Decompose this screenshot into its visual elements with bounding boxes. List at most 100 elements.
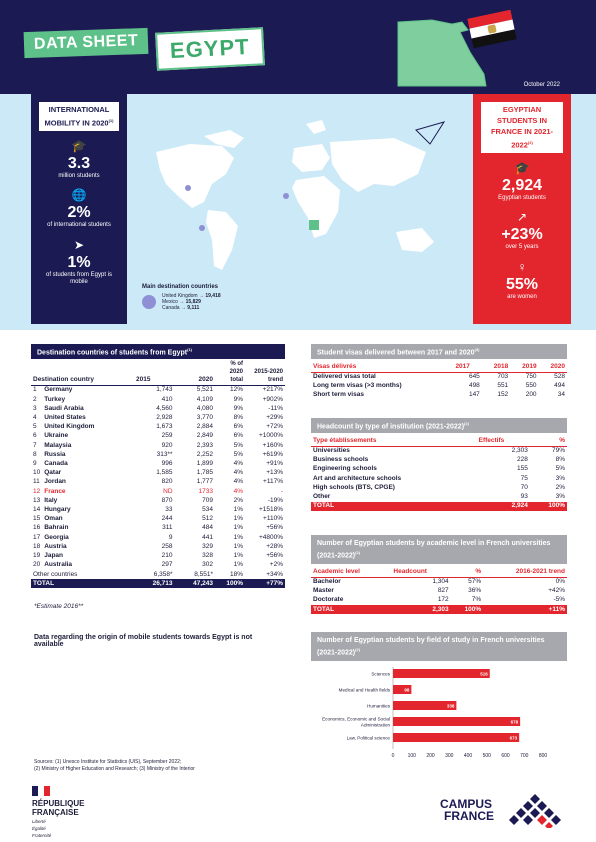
table-cell: 996	[161, 460, 173, 468]
table-row: High schools (BTS, CPGE) 70 2%	[311, 483, 567, 492]
category-label: Humanities	[367, 704, 391, 709]
stat-label: over 5 years	[505, 244, 539, 250]
table-cell: 36%	[468, 587, 482, 595]
x-tick-label: 500	[483, 753, 492, 759]
table-cell: +902%	[262, 395, 283, 403]
table-cell: Oman	[44, 515, 63, 523]
table-cell: 6%	[233, 432, 243, 440]
x-tick-label: 600	[501, 753, 510, 759]
table-cell: 920	[161, 441, 173, 449]
table-cell: 57%	[468, 578, 482, 586]
table-cell: 1%	[233, 542, 243, 550]
table-row: 4 United States 2,928 3,770 8% +29%	[31, 414, 285, 423]
table-cell: 210	[161, 552, 173, 560]
bar	[393, 717, 521, 727]
map-dot-uk	[283, 193, 289, 199]
bar-value-label: 673	[510, 736, 518, 741]
table-cell: Italy	[44, 496, 58, 504]
table-cell: Malaysia	[44, 441, 72, 449]
table-cell: Bahrain	[44, 524, 69, 532]
table-cell: 34	[557, 391, 565, 399]
table-row: Engineering schools 155 5%	[311, 465, 567, 474]
table-cell: 3%	[555, 474, 565, 482]
table-cell: 18	[33, 542, 41, 550]
table-cell: +4800%	[258, 533, 283, 541]
table-cell: 1%	[233, 533, 243, 541]
table-row: TOTAL 2,303 100% +11%	[311, 605, 567, 615]
table-row: Doctorate 172 7% -5%	[311, 596, 567, 605]
table-cell: +42%	[548, 587, 565, 595]
table-cell: -19%	[267, 496, 283, 504]
table-cell: Other	[313, 493, 331, 501]
table-cell: Saudi Arabia	[44, 404, 84, 412]
table-cell: Hungary	[44, 506, 71, 514]
data-sheet-label: DATA SHEET	[23, 27, 149, 59]
x-tick-label: 300	[445, 753, 454, 759]
table-cell: 1%	[233, 506, 243, 514]
table-cell: Universities	[313, 447, 350, 455]
table-cell: +110%	[263, 515, 283, 523]
table-cell: ND	[163, 487, 173, 495]
table-cell: TOTAL	[31, 579, 135, 589]
table-cell: 12	[33, 487, 41, 495]
bar-value-label: 338	[447, 704, 455, 709]
table-cell: Engineering schools	[313, 465, 377, 473]
table-row: 20 Australia 297 302 1% +2%	[31, 561, 285, 570]
table-cell: 4,560	[156, 404, 173, 412]
headcount-section: Headcount by type of institution (2021-2…	[311, 418, 567, 511]
table-cell: 93	[520, 493, 528, 501]
headcount-table-body: Universities 2,303 79% Business schools 228 8…	[311, 446, 567, 511]
table-cell: 1,304	[432, 578, 449, 586]
bar-value-label: 678	[511, 720, 519, 725]
table-header-row: Visas délivrés 2017 2018 2019 2020	[311, 362, 567, 373]
category-label: Law, Political science	[347, 736, 391, 741]
table-cell: 6	[33, 432, 37, 440]
table-cell: +91%	[266, 460, 283, 468]
table-cell: Turkey	[44, 395, 66, 403]
bar	[393, 685, 412, 695]
table-cell: 528	[554, 373, 565, 381]
table-cell: 2%	[233, 496, 243, 504]
table-cell: 152	[497, 391, 509, 399]
table-cell: Canada	[44, 460, 68, 468]
table-cell: 709	[202, 496, 213, 504]
table-cell: 47,243	[174, 579, 215, 589]
egyptian-students-panel: EGYPTIAN STUDENTS IN FRANCE IN 2021-2022…	[473, 94, 571, 324]
destination-table-body: 1 Germany 1,743 5,521 12% +217% 2 Turkey 410 4,10…	[31, 385, 285, 589]
table-cell: 1%	[233, 561, 243, 569]
bar	[393, 733, 520, 743]
table-cell: Australia	[44, 561, 73, 569]
table-cell: 100%	[529, 501, 567, 511]
map-dot-canada	[185, 185, 191, 191]
table-cell: +72%	[266, 423, 283, 431]
stat-value: 3.3	[67, 154, 91, 172]
table-cell: 9%	[233, 395, 243, 403]
table-cell: United States	[44, 414, 86, 422]
graduation-cap-icon: 🎓	[514, 160, 530, 175]
levels-table: Academic level Headcount % 2016-2021 tre…	[311, 567, 567, 615]
estimate-note: *Estimate 2016**	[34, 603, 84, 610]
paper-plane-icon	[415, 121, 446, 145]
category-label: Administration	[361, 723, 391, 728]
table-row: Art and architecture schools 75 3%	[311, 474, 567, 483]
fields-title: Number of Egyptian students by field of …	[311, 632, 567, 662]
visas-table-body: Delivered visas total 645 703 750 528 Long te…	[311, 372, 567, 400]
x-tick-label: 400	[464, 753, 473, 759]
table-cell: -11%	[268, 404, 283, 412]
paper-plane-icon: ➤	[73, 237, 85, 252]
x-tick-label: 200	[426, 753, 435, 759]
student-visas-section: Student visas delivered between 2017 and…	[311, 344, 567, 400]
destination-item: Mexico → 15,829	[162, 299, 201, 305]
origin-note: Data regarding the origin of mobile stud…	[34, 634, 253, 648]
bar-value-label: 98	[404, 688, 410, 693]
table-cell: 17	[33, 533, 41, 541]
category-label: Medical and Health fields	[339, 688, 391, 693]
category-label: Economics, Economic and Social	[322, 717, 390, 722]
table-cell: Qatar	[44, 469, 62, 477]
table-cell: -	[280, 487, 283, 495]
bar	[393, 669, 490, 679]
table-cell: Japan	[44, 552, 64, 560]
table-cell: 328	[202, 552, 213, 560]
table-cell: 8%	[233, 414, 243, 422]
table-cell: Doctorate	[313, 596, 344, 604]
